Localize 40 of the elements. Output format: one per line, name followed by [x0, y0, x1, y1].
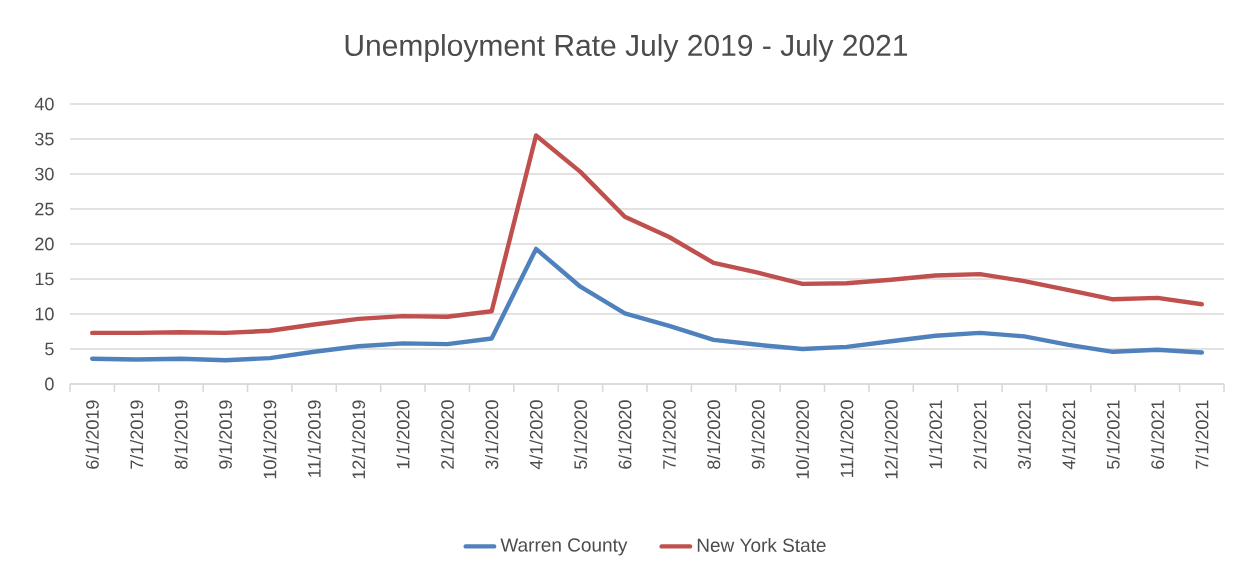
x-tick-label: 1/1/2020	[396, 400, 410, 469]
x-tick-label: 5/1/2021	[1106, 400, 1120, 469]
x-tick-label: 5/1/2020	[573, 400, 588, 469]
y-tick-label: 5	[45, 342, 54, 356]
y-tick-label: 15	[35, 272, 54, 286]
y-tick-label: 0	[45, 377, 54, 391]
x-tick-label: 3/1/2020	[485, 400, 499, 469]
x-tick-label: 4/1/2020	[529, 400, 543, 470]
x-tick-label: 1/1/2021	[928, 400, 943, 469]
chart-title: Unemployment Rate July 2019 - July 2021	[345, 34, 908, 62]
x-tick-label: 10/1/2020	[795, 400, 809, 479]
y-tick-label: 10	[35, 307, 54, 321]
x-tick-label: 3/1/2021	[1017, 400, 1031, 469]
x-tick-label: 6/1/2019	[85, 400, 99, 469]
y-tick-label: 35	[35, 132, 54, 146]
x-tick-label: 7/1/2021	[1195, 400, 1209, 469]
x-tick-label: 8/1/2019	[174, 400, 188, 469]
legend-label: New York State	[697, 538, 826, 552]
x-tick-label: 4/1/2021	[1062, 400, 1076, 470]
x-tick-label: 11/1/2020	[840, 400, 854, 477]
x-tick-label: 6/1/2021	[1150, 400, 1165, 469]
x-tick-label: 11/1/2019	[307, 400, 321, 477]
legend-label: Warren County	[500, 538, 628, 556]
x-tick-label: 6/1/2020	[618, 400, 632, 469]
y-tick-label: 20	[35, 237, 54, 251]
x-tick-label: 8/1/2020	[706, 400, 721, 469]
line-series	[90, 246, 1205, 363]
x-tick-label: 2/1/2020	[440, 400, 454, 469]
y-tick-label: 25	[35, 202, 54, 216]
x-tick-label: 7/1/2019	[129, 400, 144, 469]
x-tick-label: 2/1/2021	[973, 400, 987, 469]
x-tick-label: 10/1/2019	[263, 400, 277, 479]
y-tick-label: 40	[34, 97, 54, 111]
x-tick-label: 7/1/2020	[662, 400, 676, 469]
x-tick-label: 9/1/2019	[218, 400, 232, 469]
x-tick-label: 9/1/2020	[751, 400, 765, 469]
x-tick-label: 12/1/2020	[884, 400, 898, 479]
x-tick-label: 12/1/2019	[351, 400, 366, 479]
line-series	[90, 133, 1205, 336]
y-tick-label: 30	[35, 167, 54, 181]
